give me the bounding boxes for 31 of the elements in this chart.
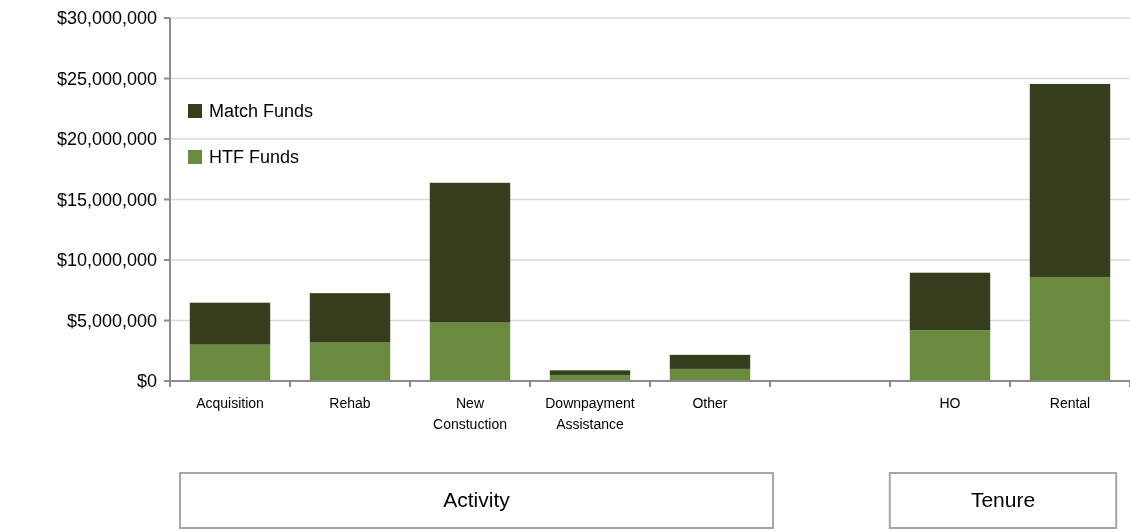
text: Activity: [443, 488, 511, 512]
x-tick-label: Rental: [1049, 395, 1091, 411]
bar: [549, 370, 631, 375]
y-tick-label: $25,000,000: [56, 68, 157, 89]
y-tick-label: $5,000,000: [66, 310, 157, 331]
x-tick-label: Other: [692, 395, 728, 411]
y-tick-label: $30,000,000: [56, 8, 157, 29]
bar: [309, 342, 391, 381]
y-tick-label: $15,000,000: [56, 189, 157, 210]
x-tick-label: New Constuction: [433, 395, 507, 432]
bar: [189, 302, 271, 345]
bar: [309, 293, 391, 343]
y-tick-label: $10,000,000: [56, 250, 157, 271]
legend-label: Match Funds: [209, 101, 314, 122]
text: Tenure: [970, 488, 1036, 512]
x-tick-label: Downpayment Assistance: [545, 395, 635, 432]
bar: [669, 368, 751, 381]
bar: [1029, 83, 1111, 277]
bar: [669, 354, 751, 369]
bar: [429, 322, 511, 381]
bar: [429, 182, 511, 323]
bar: [189, 344, 271, 381]
bar: [909, 330, 991, 381]
y-tick-label: $20,000,000: [56, 129, 157, 150]
x-tick-label: Acquisition: [196, 395, 264, 411]
legend-label: HTF Funds: [209, 147, 300, 168]
x-tick-label: HO: [939, 395, 961, 411]
bar: [909, 272, 991, 331]
x-tick-label: Rehab: [329, 395, 371, 411]
y-tick-label: $0: [136, 371, 157, 392]
bar: [1029, 276, 1111, 381]
